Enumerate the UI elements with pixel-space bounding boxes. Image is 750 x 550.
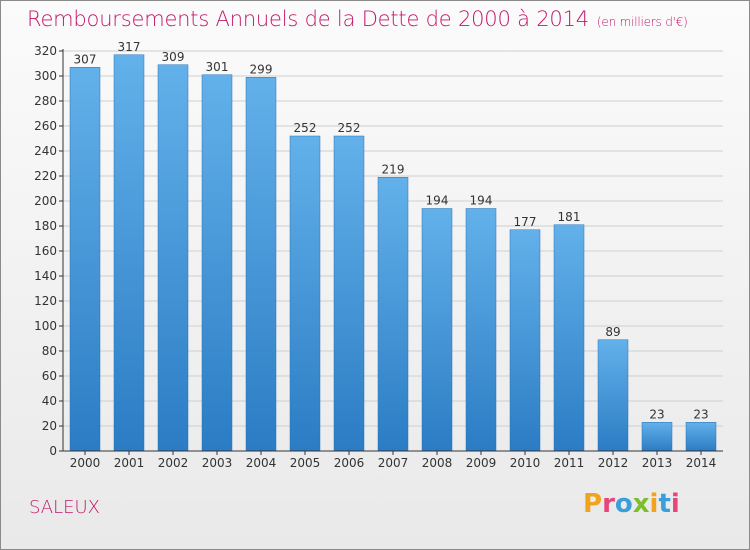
y-tick-label: 120 bbox=[34, 294, 57, 308]
bar-2009 bbox=[465, 208, 497, 452]
x-tick-label: 2002 bbox=[158, 456, 189, 470]
bar-2014 bbox=[685, 422, 717, 452]
logo-letter: r bbox=[602, 489, 615, 519]
y-tick-label: 0 bbox=[49, 444, 57, 458]
data-label-2008: 194 bbox=[426, 194, 449, 208]
y-tick-label: 260 bbox=[34, 119, 57, 133]
data-label-2012: 89 bbox=[605, 325, 620, 339]
bar-2000 bbox=[69, 67, 101, 452]
data-label-2011: 181 bbox=[558, 210, 581, 224]
logo-letter: t bbox=[658, 489, 671, 519]
x-tick-label: 2006 bbox=[334, 456, 365, 470]
bar-2006 bbox=[333, 135, 365, 452]
x-tick-label: 2008 bbox=[422, 456, 453, 470]
x-tick-label: 2001 bbox=[114, 456, 145, 470]
logo-letter: x bbox=[632, 489, 650, 519]
bar-2012 bbox=[597, 339, 629, 452]
data-label-2001: 317 bbox=[118, 40, 141, 54]
y-tick-label: 160 bbox=[34, 244, 57, 258]
x-tick-label: 2007 bbox=[378, 456, 409, 470]
x-tick-label: 2000 bbox=[70, 456, 101, 470]
y-tick-label: 200 bbox=[34, 194, 57, 208]
data-label-2004: 299 bbox=[250, 62, 273, 76]
axes bbox=[59, 49, 723, 455]
logo-letter: P bbox=[583, 489, 603, 519]
bar-2001 bbox=[113, 54, 145, 452]
data-label-2014: 23 bbox=[693, 407, 708, 421]
data-label-2005: 252 bbox=[294, 121, 317, 135]
bar-2003 bbox=[201, 74, 233, 452]
y-tick-label: 40 bbox=[42, 394, 57, 408]
data-label-2003: 301 bbox=[206, 60, 229, 74]
x-tick-label: 2004 bbox=[246, 456, 277, 470]
bar-2004 bbox=[245, 77, 277, 452]
x-tick-label: 2010 bbox=[510, 456, 541, 470]
y-tick-label: 220 bbox=[34, 169, 57, 183]
y-tick-label: 180 bbox=[34, 219, 57, 233]
bar-2011 bbox=[553, 224, 585, 452]
bar-2005 bbox=[289, 135, 321, 452]
chart-title: Remboursements Annuels de la Dette de 20… bbox=[27, 7, 589, 31]
bar-2007 bbox=[377, 177, 409, 452]
y-tick-label: 20 bbox=[42, 419, 57, 433]
x-tick-label: 2012 bbox=[598, 456, 629, 470]
proxiti-logo: Proxiti bbox=[583, 489, 680, 519]
y-tick-label: 60 bbox=[42, 369, 57, 383]
data-label-2002: 309 bbox=[162, 50, 185, 64]
y-tick-label: 140 bbox=[34, 269, 57, 283]
bar-2013 bbox=[641, 422, 673, 452]
commune-name: SALEUX bbox=[29, 497, 100, 518]
x-tick-label: 2011 bbox=[554, 456, 585, 470]
logo-letter: i bbox=[649, 489, 659, 519]
data-label-2009: 194 bbox=[470, 194, 493, 208]
x-tick-label: 2013 bbox=[642, 456, 673, 470]
bar-2002 bbox=[157, 64, 189, 452]
y-tick-label: 240 bbox=[34, 144, 57, 158]
y-tick-label: 80 bbox=[42, 344, 57, 358]
y-tick-label: 300 bbox=[34, 69, 57, 83]
y-tick-label: 100 bbox=[34, 319, 57, 333]
logo-letter: o bbox=[614, 489, 633, 519]
data-label-2007: 219 bbox=[382, 162, 405, 176]
x-tick-label: 2003 bbox=[202, 456, 233, 470]
y-tick-label: 280 bbox=[34, 94, 57, 108]
data-label-2013: 23 bbox=[649, 407, 664, 421]
data-label-2006: 252 bbox=[338, 121, 361, 135]
chart-title-block: Remboursements Annuels de la Dette de 20… bbox=[27, 7, 688, 31]
bars bbox=[69, 54, 717, 452]
x-tick-label: 2005 bbox=[290, 456, 321, 470]
data-label-2000: 307 bbox=[74, 52, 97, 66]
y-tick-label: 320 bbox=[34, 44, 57, 58]
logo-letter: i bbox=[670, 489, 680, 519]
bar-2010 bbox=[509, 229, 541, 452]
labels: 0 20 40 60 80 100 120 140 160 180 200 220 240 260 280 3… bbox=[34, 40, 716, 470]
bar-2008 bbox=[421, 208, 453, 452]
data-label-2010: 177 bbox=[514, 215, 537, 229]
x-tick-label: 2014 bbox=[686, 456, 717, 470]
x-tick-label: 2009 bbox=[466, 456, 497, 470]
chart-subtitle: (en milliers d'€) bbox=[596, 15, 688, 29]
